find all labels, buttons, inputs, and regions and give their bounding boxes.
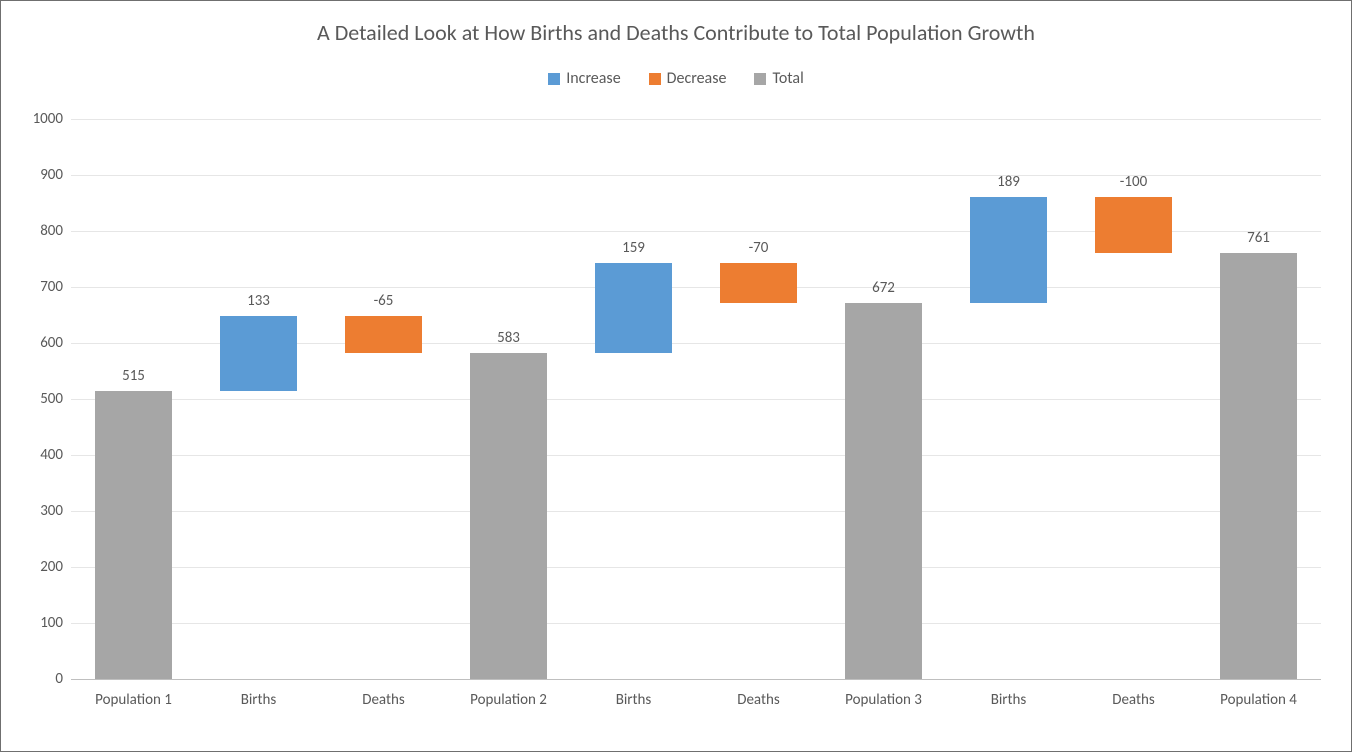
bar-value-label: 761 [1247,229,1270,247]
y-tick-label: 300 [40,502,63,520]
bar-total: 515 [95,391,173,679]
x-tick-label: Population 1 [95,691,172,709]
x-tick-label: Deaths [737,691,780,709]
grid-line [71,287,1321,288]
grid-line [71,455,1321,456]
y-tick-label: 700 [40,278,63,296]
bar-decrease: -70 [720,263,798,302]
bar-total: 672 [845,303,923,679]
x-tick-label: Deaths [1112,691,1155,709]
x-tick-label: Population 2 [470,691,547,709]
bar-value-label: 672 [872,279,895,297]
x-tick-label: Deaths [362,691,405,709]
grid-line [71,567,1321,568]
grid-line [71,623,1321,624]
grid-line [71,119,1321,120]
x-tick-label: Births [241,691,277,709]
bar-value-label: -100 [1120,173,1147,191]
y-tick-label: 0 [55,670,63,688]
bar-value-label: 133 [247,292,270,310]
chart-title: A Detailed Look at How Births and Deaths… [1,19,1351,46]
x-axis-labels: Population 1 Births Deaths Population 2 Birt… [71,691,1321,731]
grid-line [71,511,1321,512]
bar-value-label: 583 [497,329,520,347]
chart-container: A Detailed Look at How Births and Deaths… [0,0,1352,752]
y-tick-label: 900 [40,166,63,184]
legend-swatch-total [754,73,766,85]
plot-area: 01002003004005006007008009001000515133-6… [71,119,1321,680]
y-tick-label: 800 [40,222,63,240]
legend-item-decrease: Decrease [649,69,727,88]
y-tick-label: 200 [40,558,63,576]
bar-value-label: 515 [122,367,145,385]
bar-decrease: -100 [1095,197,1173,253]
x-tick-label: Births [616,691,652,709]
y-tick-label: 600 [40,334,63,352]
bar-increase: 133 [220,316,298,390]
legend-item-total: Total [754,69,803,88]
bar-increase: 159 [595,263,673,352]
y-tick-label: 1000 [33,110,63,128]
bar-value-label: 159 [622,239,645,257]
legend: Increase Decrease Total [1,69,1351,88]
bar-decrease: -65 [345,316,423,352]
legend-swatch-increase [548,73,560,85]
x-tick-label: Births [991,691,1027,709]
legend-swatch-decrease [649,73,661,85]
bar-value-label: 189 [997,173,1020,191]
bar-total: 583 [470,353,548,679]
x-tick-label: Population 4 [1220,691,1297,709]
y-tick-label: 400 [40,446,63,464]
legend-label-increase: Increase [566,69,620,88]
bar-total: 761 [1220,253,1298,679]
legend-label-total: Total [772,69,803,88]
x-tick-label: Population 3 [845,691,922,709]
grid-line [71,399,1321,400]
legend-label-decrease: Decrease [667,69,727,88]
bar-value-label: -70 [749,239,769,257]
y-tick-label: 500 [40,390,63,408]
bar-value-label: -65 [374,292,394,310]
y-tick-label: 100 [40,614,63,632]
legend-item-increase: Increase [548,69,620,88]
bar-increase: 189 [970,197,1048,303]
